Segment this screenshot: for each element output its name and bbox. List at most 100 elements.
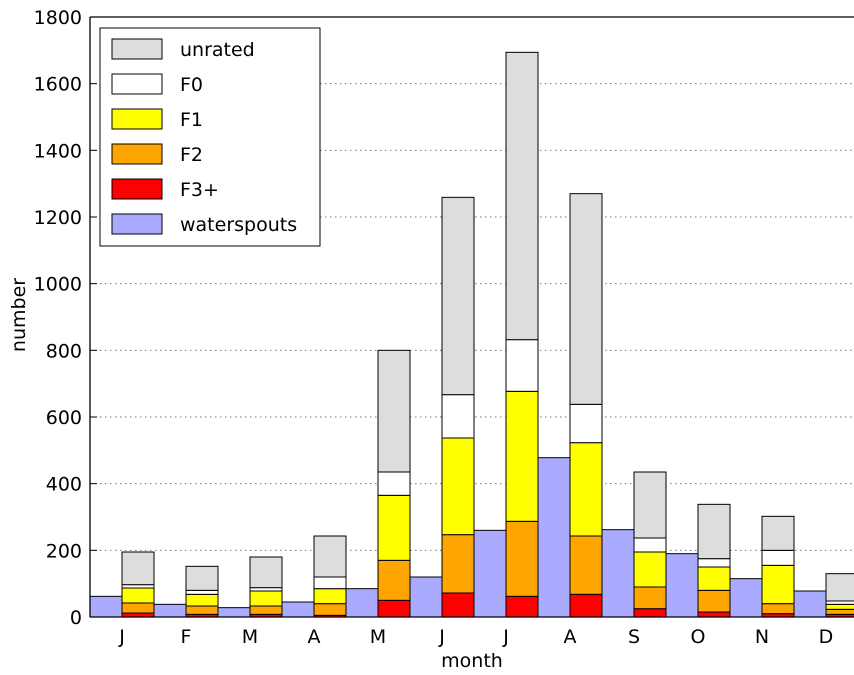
legend-label: waterspouts — [180, 214, 297, 236]
bar-waterspouts — [281, 601, 315, 618]
legend: unrated F0 F1 F2 F3+ waterspouts — [99, 27, 321, 247]
bar-f1 — [569, 442, 603, 537]
x-tick-label: J — [502, 626, 509, 648]
legend-swatch — [111, 108, 163, 130]
y-tick-label: 600 — [46, 407, 82, 429]
bar-f2 — [249, 605, 283, 615]
bar-unrated — [441, 196, 475, 396]
bar-f0 — [121, 584, 155, 589]
x-tick-label: D — [819, 626, 834, 648]
bar-waterspouts — [473, 529, 507, 618]
legend-label: F2 — [180, 144, 203, 166]
bar-f0 — [313, 576, 347, 590]
bar-unrated — [505, 51, 539, 341]
bar-f1 — [505, 390, 539, 522]
bar-f0 — [633, 537, 667, 553]
bar-f2 — [121, 602, 155, 614]
bar-waterspouts — [345, 588, 379, 618]
bar-f3plus — [569, 593, 603, 618]
x-tick-label: J — [118, 626, 125, 648]
bar-unrated — [121, 551, 155, 586]
x-tick-label: M — [242, 626, 258, 648]
bar-f2 — [505, 520, 539, 597]
legend-box — [99, 27, 321, 247]
y-tick-label: 1200 — [34, 207, 82, 229]
y-tick-label: 1800 — [34, 7, 82, 29]
bar-waterspouts — [89, 595, 123, 618]
bar-waterspouts — [217, 607, 251, 618]
bar-waterspouts — [793, 590, 827, 618]
bar-f1 — [441, 437, 475, 536]
bar-f2 — [441, 534, 475, 594]
y-tick-label: 1400 — [34, 140, 82, 162]
legend-label: F1 — [180, 109, 203, 131]
legend-label: F3+ — [180, 179, 219, 201]
y-tick-label: 1600 — [34, 74, 82, 96]
bar-f1 — [313, 588, 347, 605]
x-tick-label: J — [438, 626, 445, 648]
bar-unrated — [313, 535, 347, 578]
bar-f0 — [377, 471, 411, 496]
x-tick-label: A — [308, 626, 321, 648]
y-tick-label: 400 — [46, 474, 82, 496]
bar-unrated — [249, 556, 283, 589]
bar-f2 — [313, 603, 347, 616]
bar-f0 — [505, 339, 539, 392]
bar-f1 — [185, 593, 219, 607]
bar-waterspouts — [409, 576, 443, 618]
bar-f1 — [761, 564, 795, 605]
x-tick-label: N — [755, 626, 769, 648]
bar-f2 — [825, 608, 854, 615]
bar-f2 — [697, 589, 731, 613]
y-axis-label: number — [8, 278, 30, 352]
bar-unrated — [825, 573, 854, 602]
legend-swatch — [111, 143, 163, 165]
bar-f0 — [697, 558, 731, 568]
bar-f3plus — [377, 599, 411, 618]
bar-f0 — [441, 394, 475, 439]
bar-f1 — [633, 551, 667, 588]
x-tick-label: S — [628, 626, 640, 648]
bar-f2 — [185, 605, 219, 615]
bar-f1 — [121, 587, 155, 604]
y-tick-label: 200 — [46, 540, 82, 562]
bar-waterspouts — [601, 529, 635, 618]
x-tick-label: M — [370, 626, 386, 648]
legend-swatch — [111, 213, 163, 235]
bar-unrated — [185, 565, 219, 591]
bar-f3plus — [441, 592, 475, 618]
x-axis-label: month — [441, 650, 503, 672]
bar-f3plus — [505, 595, 539, 618]
y-tick-label: 1000 — [34, 274, 82, 296]
axes — [89, 16, 854, 618]
bar-f0 — [249, 587, 283, 592]
y-tick-label: 800 — [46, 340, 82, 362]
legend-swatch — [111, 178, 163, 200]
bar-f3plus — [633, 608, 667, 618]
bar-f1 — [377, 494, 411, 561]
bar-f2 — [761, 603, 795, 615]
bar-unrated — [569, 193, 603, 405]
bar-waterspouts — [665, 553, 699, 618]
bar-unrated — [697, 503, 731, 560]
bars — [89, 51, 854, 618]
bar-f1 — [697, 566, 731, 591]
x-tick-label: A — [564, 626, 577, 648]
bar-unrated — [633, 471, 667, 539]
bar-unrated — [377, 349, 411, 473]
bar-f2 — [377, 559, 411, 601]
bar-waterspouts — [537, 457, 571, 618]
legend-swatch — [111, 38, 163, 60]
bar-f3plus — [697, 611, 731, 618]
x-tick-label: F — [181, 626, 192, 648]
bar-f0 — [569, 403, 603, 444]
legend-swatch — [111, 73, 163, 95]
bar-f0 — [761, 549, 795, 566]
bar-unrated — [761, 515, 795, 551]
bar-f2 — [569, 535, 603, 595]
bar-waterspouts — [153, 603, 187, 618]
legend-label: unrated — [180, 39, 255, 61]
bar-f2 — [633, 586, 667, 610]
